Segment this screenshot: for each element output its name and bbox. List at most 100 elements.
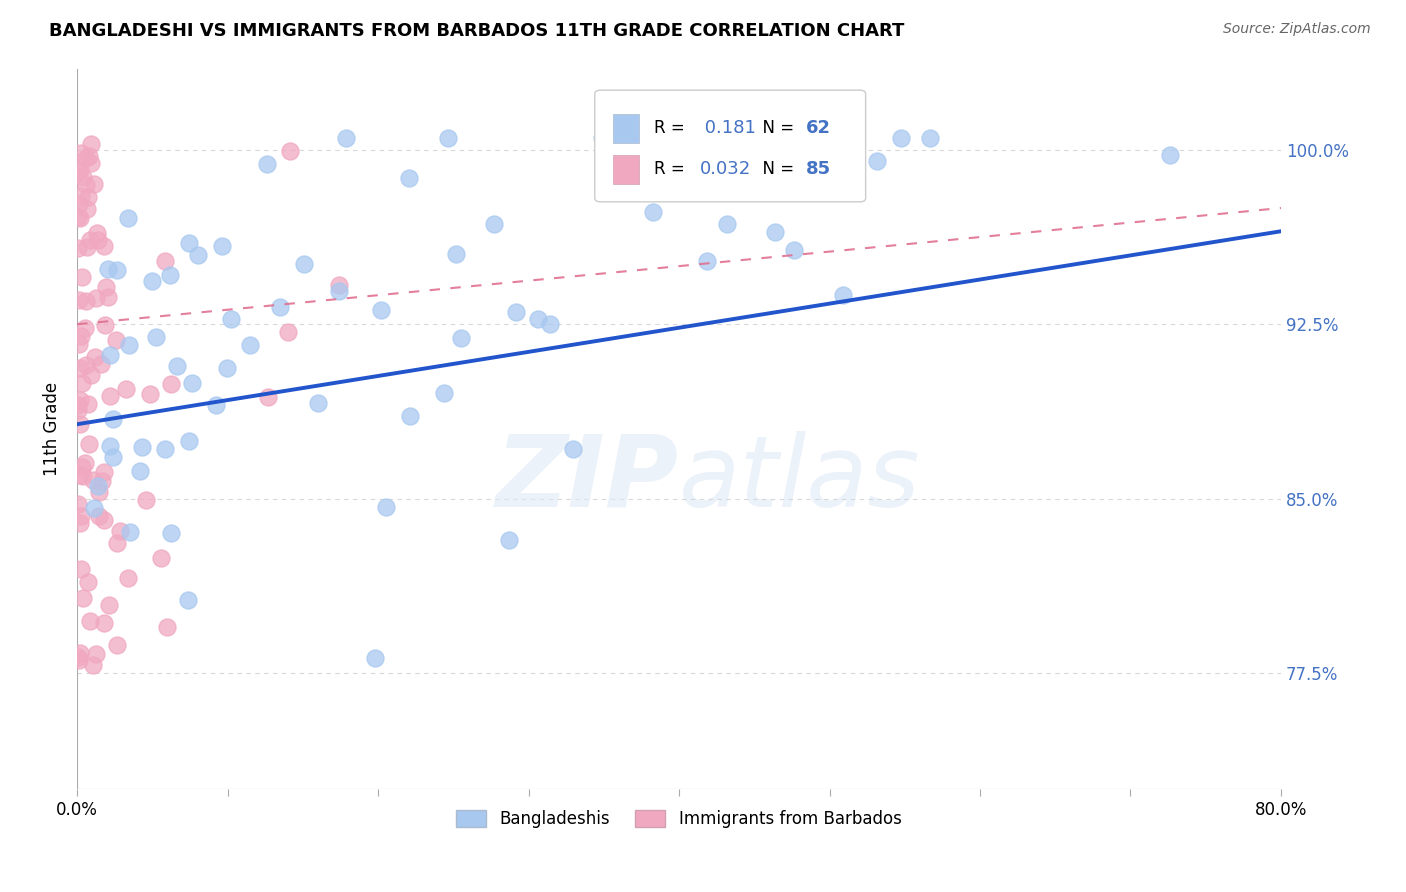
Point [335,131,357,145]
Point [104,333,127,347]
Point [70,328,93,343]
Point [77,149,100,163]
Point [328,277,350,292]
Text: 0.181: 0.181 [700,120,756,137]
Point [256,157,278,171]
Point [94,318,117,333]
Point [72,169,94,184]
Point [375,500,398,514]
Point [641,205,664,219]
Point [292,257,315,271]
Text: 0.032: 0.032 [700,161,751,178]
Point [80,368,103,383]
Point [69,646,91,660]
Point [87,508,110,523]
Point [187,248,209,262]
Point [177,593,200,607]
Point [890,131,912,145]
Point [145,330,167,344]
Point [69,361,91,376]
Point [82,657,104,672]
FancyBboxPatch shape [595,90,866,202]
Point [277,325,299,339]
Point [93,465,115,479]
Point [98,598,121,612]
Point [591,131,613,145]
Point [69,163,91,178]
Point [86,233,108,247]
Point [66,165,89,179]
Point [66,649,89,664]
Point [66,496,89,510]
Point [66,402,89,417]
Point [117,571,139,585]
Point [129,464,152,478]
Point [69,145,91,160]
Point [159,268,181,282]
Point [91,474,114,488]
Point [84,291,107,305]
Legend: Bangladeshis, Immigrants from Barbados: Bangladeshis, Immigrants from Barbados [450,804,908,835]
Point [328,284,350,298]
Point [69,508,91,523]
Point [307,396,329,410]
Point [79,614,101,628]
Point [87,479,110,493]
Point [98,439,121,453]
Bar [613,155,640,184]
Point [93,615,115,630]
Point [94,279,117,293]
Point [98,389,121,403]
Point [93,239,115,253]
Point [67,337,90,351]
Point [211,239,233,253]
Point [103,450,125,464]
Point [80,136,103,151]
Point [83,177,105,191]
Point [67,293,90,308]
Point [131,440,153,454]
Text: ZIP: ZIP [496,431,679,528]
Point [155,442,177,456]
Point [446,247,468,261]
Point [139,386,162,401]
Point [484,217,506,231]
Point [66,241,89,255]
Point [70,460,93,475]
Point [180,376,202,390]
Point [103,412,125,426]
Point [70,376,93,390]
Point [75,321,97,335]
Point [86,647,108,661]
Point [75,358,97,372]
Point [98,348,121,362]
Point [117,211,139,225]
Point [69,516,91,530]
Point [730,176,752,190]
Point [83,501,105,516]
Point [84,350,107,364]
Point [76,202,98,217]
Text: N =: N = [752,161,800,178]
Point [75,456,97,470]
Point [76,575,98,590]
Point [105,262,128,277]
Point [866,153,889,168]
Point [105,638,128,652]
Point [72,591,94,605]
Text: atlas: atlas [679,431,921,528]
Point [69,468,91,483]
Point [117,338,139,352]
Point [498,533,520,547]
Text: 85: 85 [806,161,831,178]
Point [783,243,806,257]
Point [70,269,93,284]
Point [364,650,387,665]
Bar [613,114,640,143]
Point [77,437,100,451]
Text: BANGLADESHI VS IMMIGRANTS FROM BARBADOS 11TH GRADE CORRELATION CHART: BANGLADESHI VS IMMIGRANTS FROM BARBADOS … [49,22,904,40]
Point [97,261,120,276]
Point [67,653,90,667]
Point [67,398,90,412]
Point [76,240,98,254]
